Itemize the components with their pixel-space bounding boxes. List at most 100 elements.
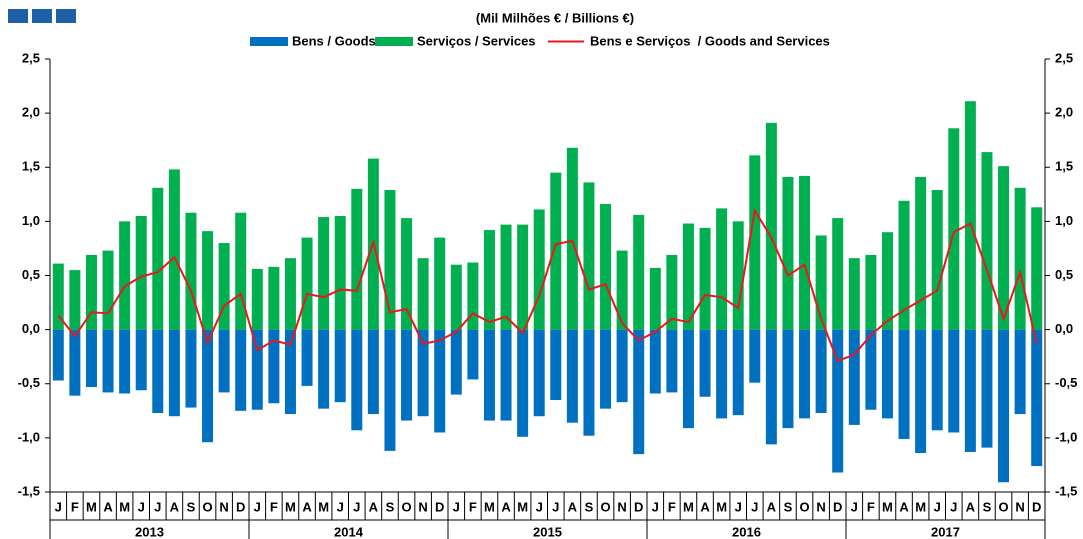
bar [964, 329, 976, 452]
x-tick-label: F [867, 499, 875, 514]
x-tick-label: A [501, 499, 511, 514]
x-tick-label: J [950, 499, 957, 514]
bar [251, 269, 263, 330]
bar [168, 329, 180, 417]
bar [898, 200, 910, 330]
y-tick-label: 0,0 [22, 321, 40, 336]
bar [716, 208, 728, 330]
x-tick-label: N [418, 499, 427, 514]
bar [500, 329, 512, 421]
x-tick-label: D [833, 499, 842, 514]
x-tick-label: A [568, 499, 578, 514]
bar [483, 230, 495, 330]
bar [583, 329, 595, 436]
bar [301, 329, 313, 386]
x-tick-label: N [219, 499, 228, 514]
bar [434, 329, 446, 433]
bar [384, 189, 396, 330]
year-label: 2016 [732, 524, 761, 539]
x-tick-label: N [816, 499, 825, 514]
bar [135, 329, 147, 391]
bar [152, 187, 164, 330]
x-tick-label: J [154, 499, 161, 514]
x-tick-label: A [369, 499, 379, 514]
bar [931, 189, 943, 330]
bar [666, 254, 678, 330]
x-tick-label: M [318, 499, 329, 514]
bar [881, 329, 893, 419]
bar [815, 235, 827, 330]
bar [185, 212, 197, 330]
bar [218, 243, 230, 330]
x-tick-label: J [552, 499, 559, 514]
bar [284, 258, 296, 330]
bar [832, 329, 844, 473]
bar [401, 329, 413, 421]
bar [517, 224, 529, 330]
bar [434, 237, 446, 330]
y-tick-label: 1,0 [22, 213, 40, 228]
bar [517, 329, 529, 437]
bar [334, 329, 346, 403]
legend-swatch [250, 37, 288, 46]
bar [533, 209, 545, 330]
bar [616, 250, 628, 330]
bar [119, 329, 131, 394]
bar [135, 215, 147, 330]
bar [765, 329, 777, 445]
bar [218, 329, 230, 393]
y2-tick-label: 1,0 [1055, 213, 1073, 228]
x-tick-label: A [700, 499, 710, 514]
bar [202, 329, 214, 443]
x-tick-label: A [966, 499, 976, 514]
bar [318, 217, 330, 330]
bar [749, 329, 761, 383]
logo-block [8, 9, 28, 23]
bar [998, 329, 1010, 483]
x-tick-label: D [236, 499, 245, 514]
legend-label: Serviços / Services [417, 33, 536, 48]
x-tick-label: J [453, 499, 460, 514]
x-tick-label: M [716, 499, 727, 514]
bar [881, 232, 893, 330]
bar [898, 329, 910, 439]
year-label: 2013 [135, 524, 164, 539]
bar [85, 329, 97, 387]
bar [915, 329, 927, 454]
x-tick-label: J [337, 499, 344, 514]
bar [69, 270, 81, 330]
bar [699, 329, 711, 397]
bar [467, 262, 479, 330]
x-tick-label: O [998, 499, 1008, 514]
x-tick-label: F [469, 499, 477, 514]
y-tick-label: 1,5 [22, 159, 40, 174]
y-tick-label: 2,0 [22, 105, 40, 120]
x-tick-label: A [170, 499, 180, 514]
year-label: 2017 [931, 524, 960, 539]
bar [351, 329, 363, 431]
y2-tick-label: -1,0 [1055, 429, 1077, 444]
y2-tick-label: 1,5 [1055, 159, 1073, 174]
x-tick-label: J [751, 499, 758, 514]
bar [848, 329, 860, 425]
x-tick-label: M [285, 499, 296, 514]
x-tick-label: J [652, 499, 659, 514]
bar [102, 250, 114, 330]
y2-tick-label: 0,0 [1055, 321, 1073, 336]
bar [351, 188, 363, 330]
bar [1014, 187, 1026, 330]
x-tick-label: F [668, 499, 676, 514]
bar [533, 329, 545, 417]
x-tick-label: O [202, 499, 212, 514]
x-tick-label: F [270, 499, 278, 514]
bar [915, 176, 927, 330]
bar [583, 182, 595, 330]
x-tick-label: M [683, 499, 694, 514]
bar [981, 152, 993, 330]
x-tick-label: S [585, 499, 594, 514]
bar [765, 122, 777, 330]
bar [649, 267, 661, 330]
x-tick-label: J [55, 499, 62, 514]
bar [865, 254, 877, 330]
